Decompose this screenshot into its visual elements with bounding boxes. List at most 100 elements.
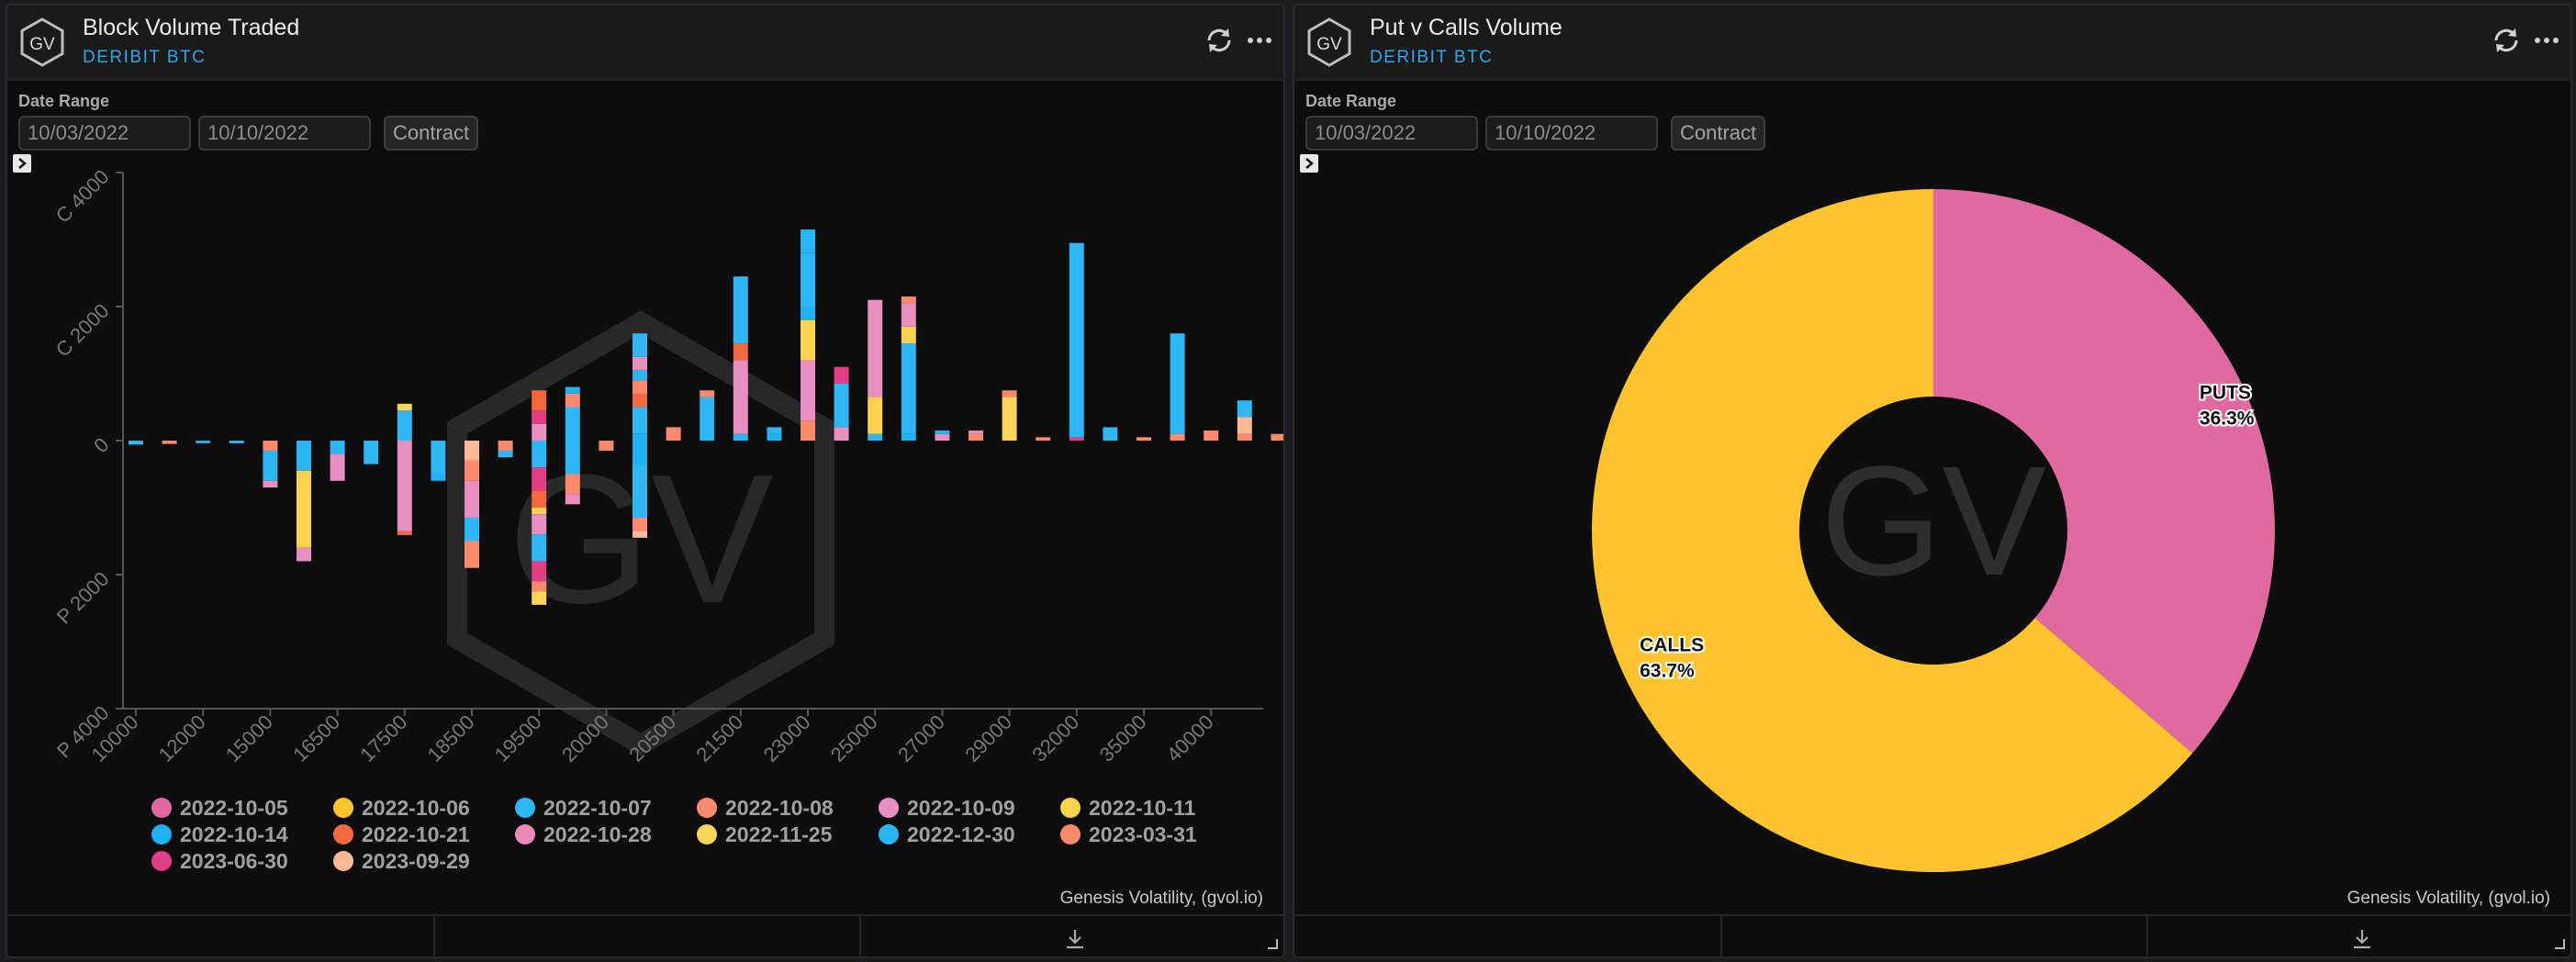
bar-segment <box>901 296 916 304</box>
bar-segment <box>633 531 647 538</box>
legend-item: 2022-10-05 <box>151 796 288 820</box>
bar-segment <box>666 427 681 441</box>
legend-item: 2023-09-29 <box>333 849 470 873</box>
bar-segment <box>868 433 883 441</box>
date-range-label: Date Range <box>1305 92 1397 110</box>
legend-label: 2022-10-14 <box>180 822 288 846</box>
refresh-icon[interactable] <box>1201 22 1238 59</box>
legend-item: 2022-10-08 <box>697 796 834 820</box>
more-options-icon[interactable] <box>2528 22 2565 59</box>
bar-segment <box>633 433 647 441</box>
bar-segment <box>162 441 177 444</box>
bar-segment <box>498 450 513 458</box>
legend-label: 2022-10-06 <box>362 796 470 820</box>
slice-label: CALLS 63.7% <box>1638 633 1706 684</box>
bar-segment <box>465 480 479 518</box>
expand-chevron-icon[interactable] <box>1300 154 1318 173</box>
bar-stack <box>666 427 681 441</box>
bar-stack <box>1137 437 1151 441</box>
bar-segment <box>532 514 547 535</box>
bar-stack <box>901 296 916 441</box>
bar-segment <box>1103 427 1118 441</box>
slice-labels: PUTS 36.3% CALLS 63.7% <box>1638 380 2257 684</box>
bar-segment <box>633 380 647 394</box>
legend-swatch <box>697 798 717 818</box>
credit-text: Genesis Volatility, (gvol.io) <box>2346 889 2550 908</box>
bar-segment <box>1069 437 1084 441</box>
bar-segment <box>733 433 748 441</box>
bar-stack <box>969 431 983 441</box>
bar-segment <box>129 441 143 445</box>
bar-segment <box>969 431 983 434</box>
bars <box>129 229 1283 605</box>
legend-swatch <box>515 824 535 845</box>
x-tick-label: 27000 <box>893 710 949 766</box>
footer-divider <box>859 916 861 956</box>
bar-segment <box>733 276 748 344</box>
donut-slice <box>1592 189 2193 873</box>
bar-stack <box>532 390 547 605</box>
date-from-input[interactable]: 10/03/2022 <box>18 116 191 151</box>
legend-label: 2022-10-09 <box>907 796 1015 820</box>
bar-segment <box>532 561 547 582</box>
bar-stack <box>229 441 244 443</box>
gvol-logo: GV <box>20 17 64 67</box>
bar-segment <box>1170 433 1185 441</box>
legend-label: 2022-10-08 <box>725 796 834 820</box>
bar-stack <box>297 441 311 562</box>
bar-segment <box>297 441 311 471</box>
download-icon[interactable] <box>2350 927 2374 951</box>
slice-label: PUTS 36.3% <box>2198 380 2257 431</box>
bar-segment <box>1137 437 1151 441</box>
legend-item: 2022-10-06 <box>333 796 470 820</box>
panel-footer <box>1294 914 2570 956</box>
date-to-input[interactable]: 10/10/2022 <box>1485 116 1658 151</box>
bar-segment <box>834 383 849 428</box>
legend-swatch <box>879 824 899 845</box>
bar-stack <box>767 427 782 441</box>
bar-segment <box>633 407 647 434</box>
legend-label: 2022-10-07 <box>543 796 652 820</box>
bar-segment <box>733 343 748 361</box>
logo-text: GV <box>29 35 55 54</box>
bar-segment <box>397 531 412 535</box>
bar-stack <box>162 441 177 444</box>
resize-handle-icon[interactable] <box>1267 938 1278 949</box>
bar-stack <box>1002 390 1017 441</box>
legend-item: 2022-10-11 <box>1060 796 1196 820</box>
bar-stack <box>1204 431 1219 441</box>
expand-chevron-icon[interactable] <box>13 154 31 173</box>
bar-stack <box>129 441 143 445</box>
bar-segment <box>364 441 379 464</box>
bar-segment <box>935 433 950 441</box>
legend-label: 2022-10-11 <box>1089 796 1196 820</box>
date-from-input[interactable]: 10/03/2022 <box>1305 116 1478 151</box>
bar-segment <box>633 441 647 464</box>
more-options-icon[interactable] <box>1241 22 1278 59</box>
date-to-input[interactable]: 10/10/2022 <box>198 116 371 151</box>
legend-item: 2022-12-30 <box>879 822 1015 846</box>
y-tick-label: 0 <box>89 433 113 457</box>
x-tick-label: 15000 <box>221 710 277 766</box>
x-tick-label: 12000 <box>154 710 210 766</box>
bar-stack <box>263 441 278 488</box>
x-tick-label: 19500 <box>490 710 546 766</box>
bar-segment <box>1002 390 1017 397</box>
bar-stack <box>599 441 614 451</box>
refresh-icon[interactable] <box>2488 22 2525 59</box>
panel-title: Put v Calls Volume <box>1370 15 1562 40</box>
legend-label: 2022-12-30 <box>907 822 1015 846</box>
bar-segment <box>633 370 647 381</box>
legend-item: 2022-10-28 <box>515 822 652 846</box>
bar-segment <box>465 517 479 542</box>
bar-stack <box>700 390 715 441</box>
bar-segment <box>330 453 345 481</box>
resize-handle-icon[interactable] <box>2554 938 2565 949</box>
put-call-donut-chart: GV PUTS 36.3% CALLS 63.7% <box>1592 189 2275 873</box>
contract-button[interactable]: Contract <box>1671 116 1766 151</box>
bar-segment <box>633 464 647 518</box>
bar-segment <box>532 467 547 491</box>
download-icon[interactable] <box>1063 927 1087 951</box>
contract-button[interactable]: Contract <box>384 116 479 151</box>
legend-label: 2022-10-21 <box>362 822 470 846</box>
